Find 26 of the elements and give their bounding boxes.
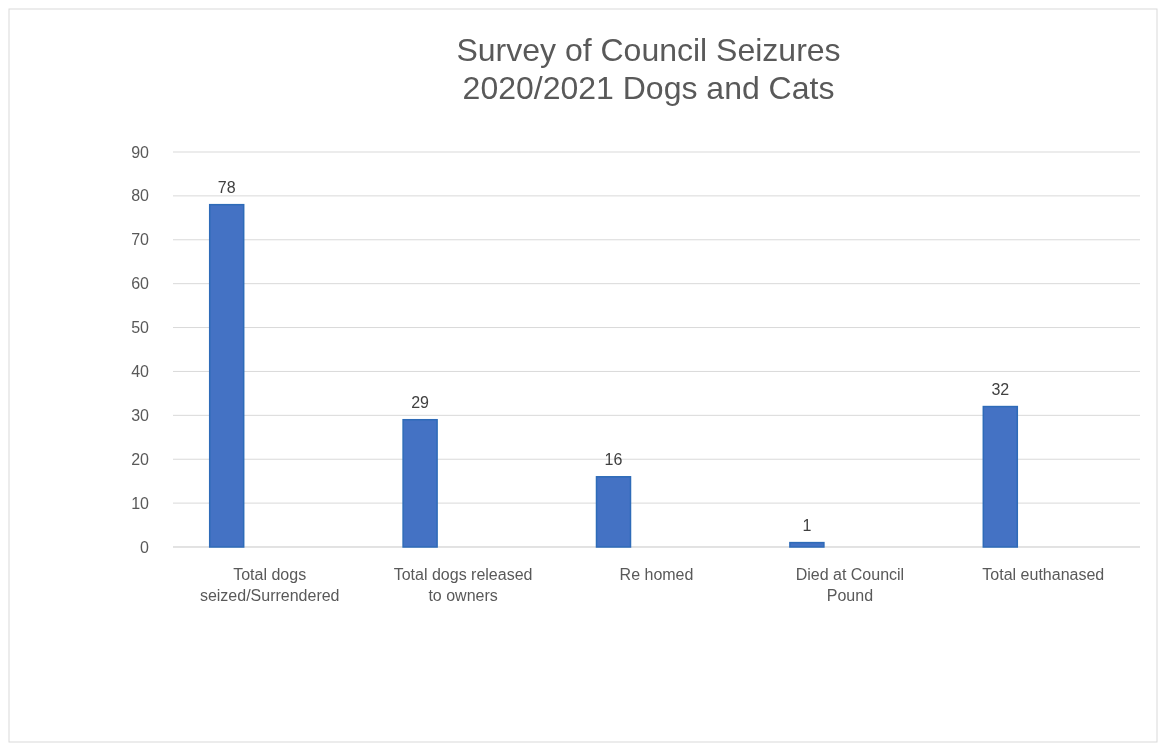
x-tick-label: Total dogs seized/Surrendered [199,566,340,604]
y-tick-label: 50 [131,319,150,337]
y-tick-label: 90 [131,143,150,161]
bar [208,203,245,548]
y-tick-label: 80 [131,187,150,205]
y-tick-label: 20 [131,450,150,468]
data-label: 1 [802,516,812,534]
y-tick-label: 10 [131,494,150,512]
x-tick-label: Total dogs released to owners [393,566,533,604]
data-label: 29 [411,393,430,411]
data-label: 78 [217,178,236,196]
y-tick-label: 60 [131,275,150,293]
y-tick-label: 0 [140,538,150,556]
bar [789,541,825,548]
data-label: 16 [604,450,623,468]
data-label: 32 [991,380,1010,398]
y-tick-label: 70 [131,231,150,249]
y-tick-label: 30 [131,406,150,424]
bar [402,418,438,548]
x-tick-label: Total euthanased [982,566,1105,583]
x-tick-label: Re homed [619,566,694,583]
chart-title: Survey of Council Seizures 2020/2021 Dogs and Cats [456,32,841,106]
y-tick-label: 40 [131,363,150,381]
bar [982,405,1019,548]
x-tick-label: Died at Council Pound [795,566,905,604]
bar [595,476,632,548]
